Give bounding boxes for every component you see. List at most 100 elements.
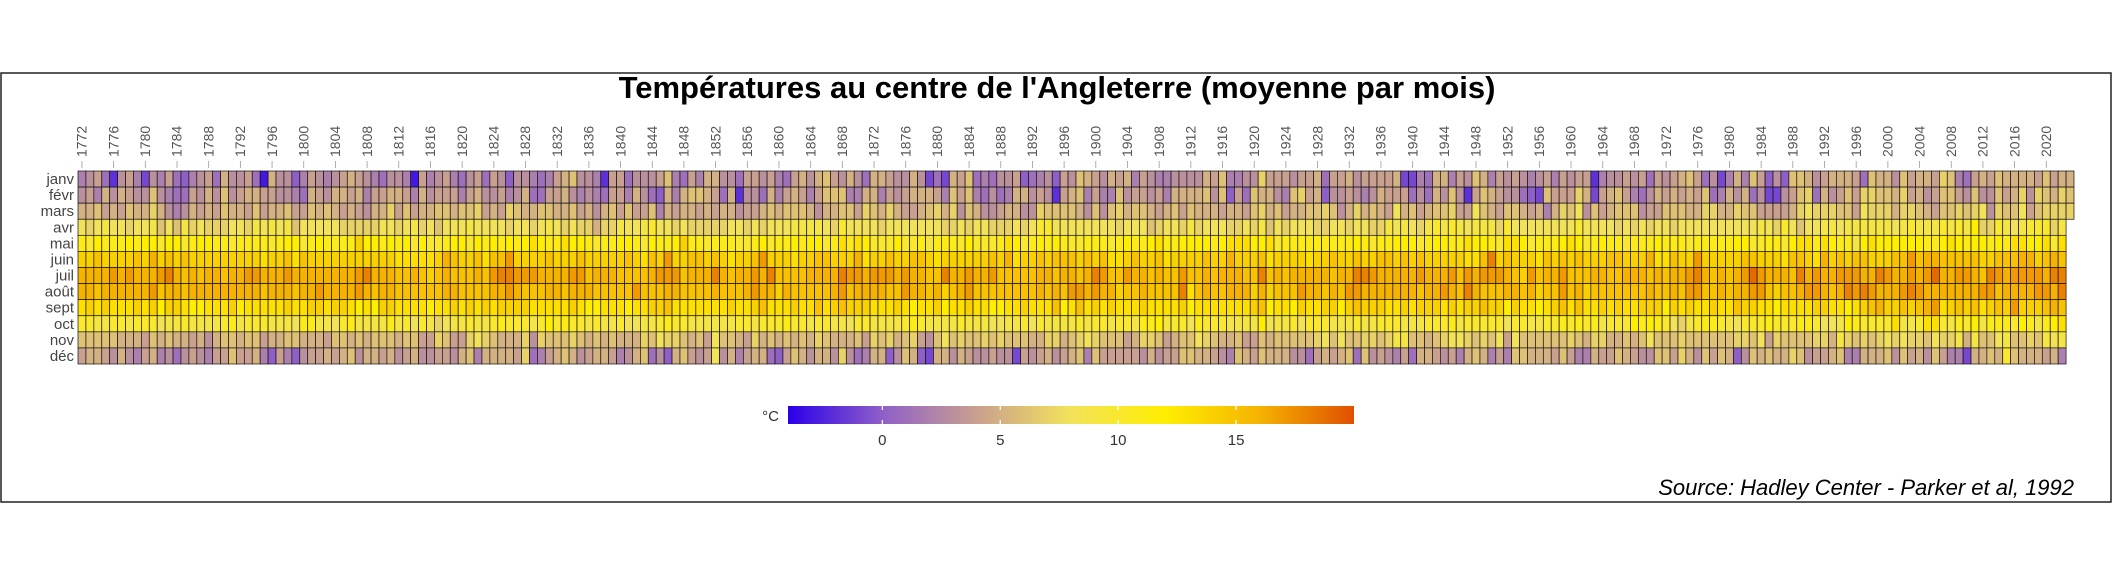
heat-cell — [1067, 315, 1077, 333]
heat-cell — [671, 267, 681, 284]
heat-cell — [1059, 315, 1069, 333]
heat-cell — [1107, 299, 1116, 317]
heat-cell — [1645, 186, 1655, 204]
heat-cell — [917, 331, 926, 349]
heat-cell — [925, 331, 934, 349]
heat-cell — [917, 267, 926, 284]
heat-cell — [1748, 234, 1758, 252]
heat-cell — [2018, 267, 2027, 284]
heat-cell — [1234, 170, 1243, 188]
heat-cell — [925, 251, 934, 268]
heat-cell — [1392, 186, 1402, 204]
heat-cell — [552, 202, 562, 220]
heat-cell — [1820, 347, 1829, 365]
heat-cell — [1091, 202, 1101, 220]
heat-cell — [1970, 251, 1980, 268]
heat-cell — [1962, 315, 1972, 333]
heat-cell — [917, 251, 926, 268]
heat-cell — [133, 218, 142, 236]
heat-cell — [1178, 299, 1188, 317]
heat-cell — [1550, 218, 1560, 236]
heat-cell — [703, 234, 713, 252]
heat-cell — [2057, 315, 2067, 333]
heat-cell — [1297, 170, 1307, 188]
heat-cell — [1590, 186, 1600, 204]
heat-cell — [1677, 331, 1687, 349]
heat-cell — [1804, 283, 1813, 301]
heat-cell — [1875, 331, 1885, 349]
heat-cell — [101, 331, 111, 349]
x-tick-label: 1904 — [1119, 126, 1135, 157]
heat-cell — [489, 267, 499, 284]
heat-cell — [441, 234, 451, 252]
heat-cell — [1946, 218, 1956, 236]
heat-cell — [608, 331, 617, 349]
heat-cell — [1004, 251, 1013, 268]
heat-cell — [853, 315, 863, 333]
heat-cell — [1566, 218, 1576, 236]
heat-cell — [441, 202, 451, 220]
heat-cell — [1677, 299, 1687, 317]
heat-cell — [1550, 170, 1560, 188]
heat-cell — [489, 299, 499, 317]
heat-cell — [1709, 218, 1718, 236]
heat-cell — [608, 170, 617, 188]
heat-cell — [814, 299, 823, 317]
heat-cell — [204, 202, 214, 220]
heat-cell — [394, 299, 404, 317]
heat-cell — [766, 218, 776, 236]
heat-cell — [529, 218, 538, 236]
heat-cell — [220, 251, 229, 268]
heat-cell — [964, 267, 974, 284]
heat-cell — [1962, 331, 1972, 349]
heat-cell — [243, 170, 253, 188]
heat-cell — [77, 170, 87, 188]
heat-cell — [1527, 234, 1536, 252]
heat-cell — [1234, 347, 1243, 365]
heat-cell — [1337, 331, 1346, 349]
heat-cell — [1368, 170, 1378, 188]
heat-cell — [1257, 347, 1267, 365]
heat-cell — [481, 267, 491, 284]
heat-cell — [93, 267, 103, 284]
heat-cell — [1756, 218, 1766, 236]
heat-cell — [1511, 251, 1520, 268]
heat-cell — [1756, 186, 1766, 204]
heat-cell — [418, 283, 427, 301]
heat-cell — [141, 315, 150, 333]
heat-cell — [1899, 202, 1909, 220]
heat-cell — [853, 170, 863, 188]
heat-cell — [315, 331, 324, 349]
heat-cell — [164, 267, 174, 284]
heat-cell — [640, 251, 649, 268]
heat-cell — [275, 186, 285, 204]
heat-cell — [1051, 218, 1061, 236]
heat-cell — [180, 202, 190, 220]
heat-cell — [1218, 234, 1227, 252]
heat-cell — [1677, 267, 1687, 284]
heat-cell — [727, 267, 736, 284]
heat-cell — [1123, 218, 1132, 236]
heat-cell — [1954, 267, 1964, 284]
heat-cell — [1337, 347, 1346, 365]
heat-cell — [1899, 234, 1909, 252]
heat-cell — [1249, 315, 1259, 333]
heat-cell — [1463, 170, 1473, 188]
heat-cell — [2049, 234, 2059, 252]
heat-cell — [544, 299, 554, 317]
heat-cell — [481, 202, 491, 220]
heat-cell — [2049, 331, 2059, 349]
heat-cell — [1012, 331, 1021, 349]
heat-cell — [1638, 170, 1647, 188]
heat-cell — [362, 267, 372, 284]
heat-cell — [1638, 315, 1647, 333]
heat-cell — [1281, 218, 1291, 236]
heat-cell — [346, 315, 356, 333]
heat-cell — [964, 331, 974, 349]
heat-cell — [925, 186, 934, 204]
heat-cell — [1368, 267, 1378, 284]
heat-cell — [141, 331, 150, 349]
heat-cell — [1828, 347, 1837, 365]
heat-cell — [560, 234, 570, 252]
heat-cell — [180, 283, 190, 301]
